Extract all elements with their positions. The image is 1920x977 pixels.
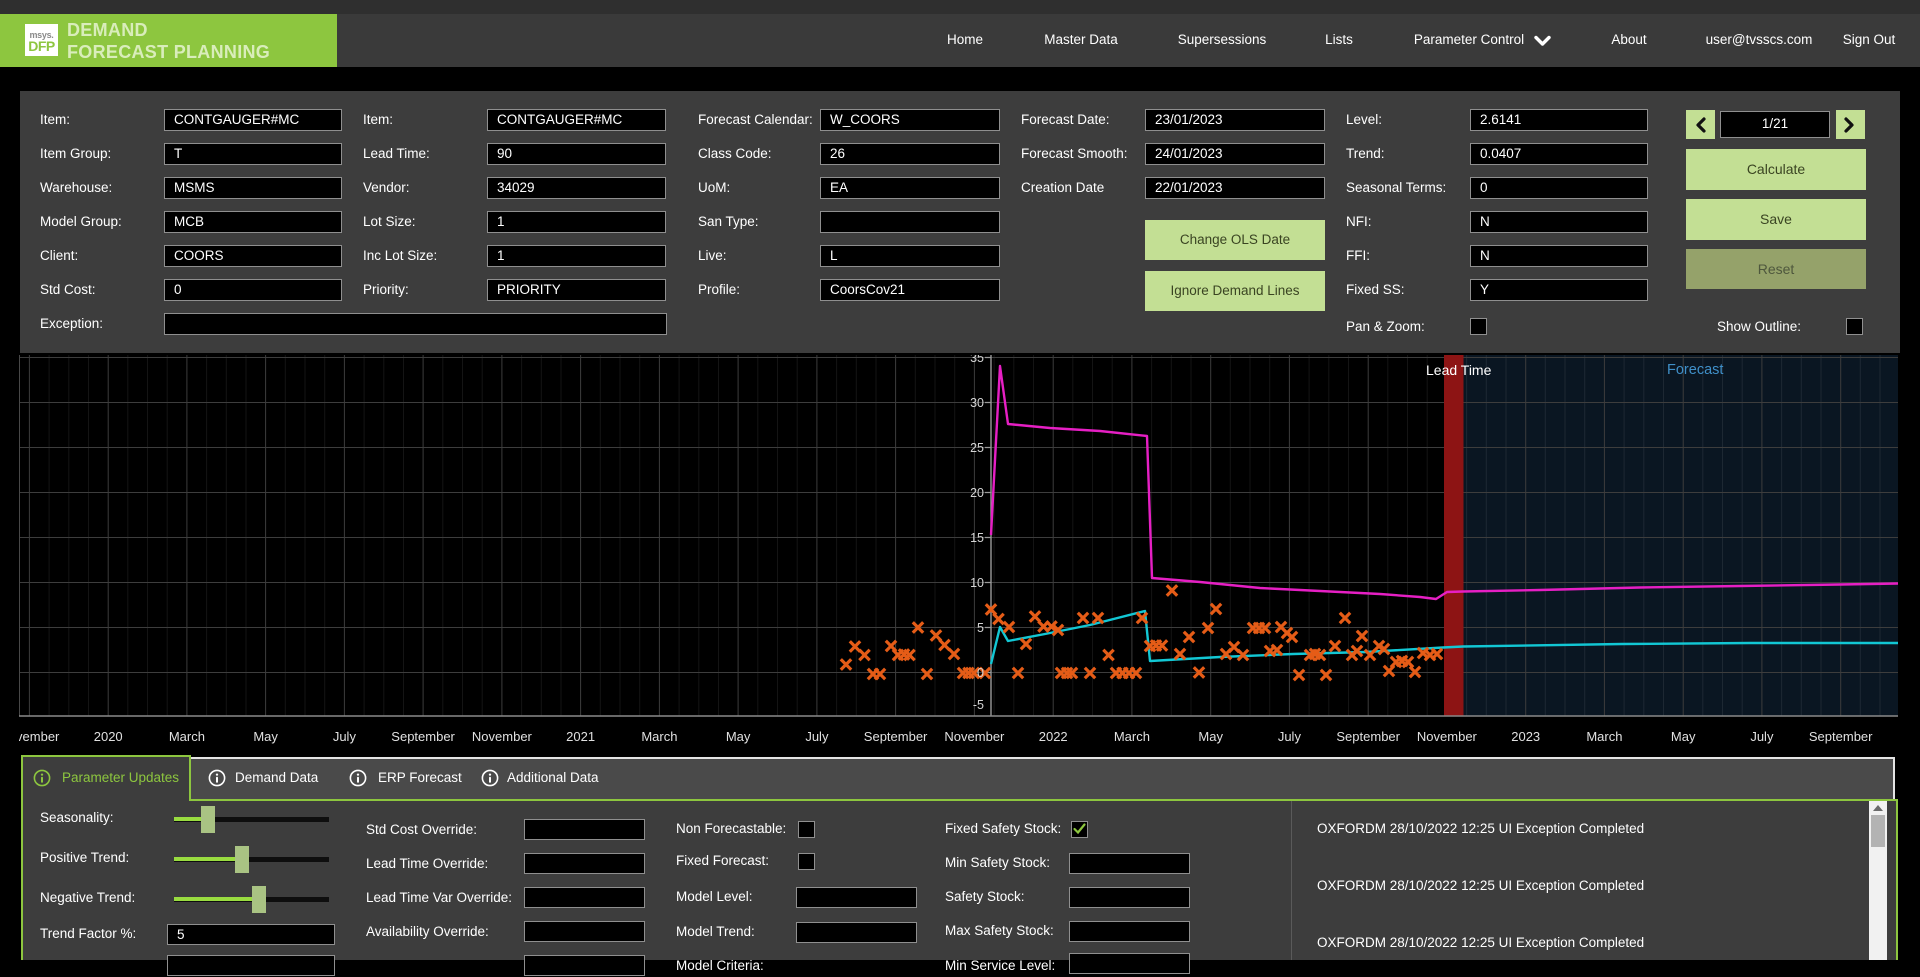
svg-text:May: May [1198, 729, 1223, 744]
svg-text:July: July [1278, 729, 1302, 744]
svg-text:5: 5 [977, 621, 984, 635]
svg-text:November: November [472, 729, 533, 744]
svg-text:July: July [333, 729, 357, 744]
svg-text:15: 15 [970, 531, 984, 545]
svg-text:July: July [1750, 729, 1774, 744]
svg-text:-5: -5 [973, 698, 984, 712]
svg-text:July: July [805, 729, 829, 744]
svg-text:2022: 2022 [1039, 729, 1068, 744]
svg-text:30: 30 [970, 396, 984, 410]
svg-text:May: May [1671, 729, 1696, 744]
svg-text:2023: 2023 [1511, 729, 1540, 744]
svg-text:March: March [169, 729, 205, 744]
svg-text:May: May [726, 729, 751, 744]
svg-text:Lead Time: Lead Time [1426, 362, 1492, 378]
svg-text:May: May [253, 729, 278, 744]
svg-text:September: September [1809, 729, 1873, 744]
svg-text:September: September [1336, 729, 1400, 744]
svg-text:2021: 2021 [566, 729, 595, 744]
svg-text:2020: 2020 [94, 729, 123, 744]
svg-text:March: March [1114, 729, 1150, 744]
svg-text:0: 0 [977, 666, 984, 680]
svg-text:25: 25 [970, 441, 984, 455]
svg-text:November: November [944, 729, 1005, 744]
svg-text:35: 35 [970, 355, 984, 365]
svg-text:November: November [1417, 729, 1478, 744]
svg-text:Forecast: Forecast [1667, 362, 1723, 378]
svg-text:March: March [1586, 729, 1622, 744]
svg-text:20: 20 [970, 486, 984, 500]
svg-text:10: 10 [970, 576, 984, 590]
svg-text:September: September [864, 729, 928, 744]
svg-text:March: March [641, 729, 677, 744]
svg-text:September: September [391, 729, 455, 744]
svg-text:November: November [0, 729, 60, 744]
